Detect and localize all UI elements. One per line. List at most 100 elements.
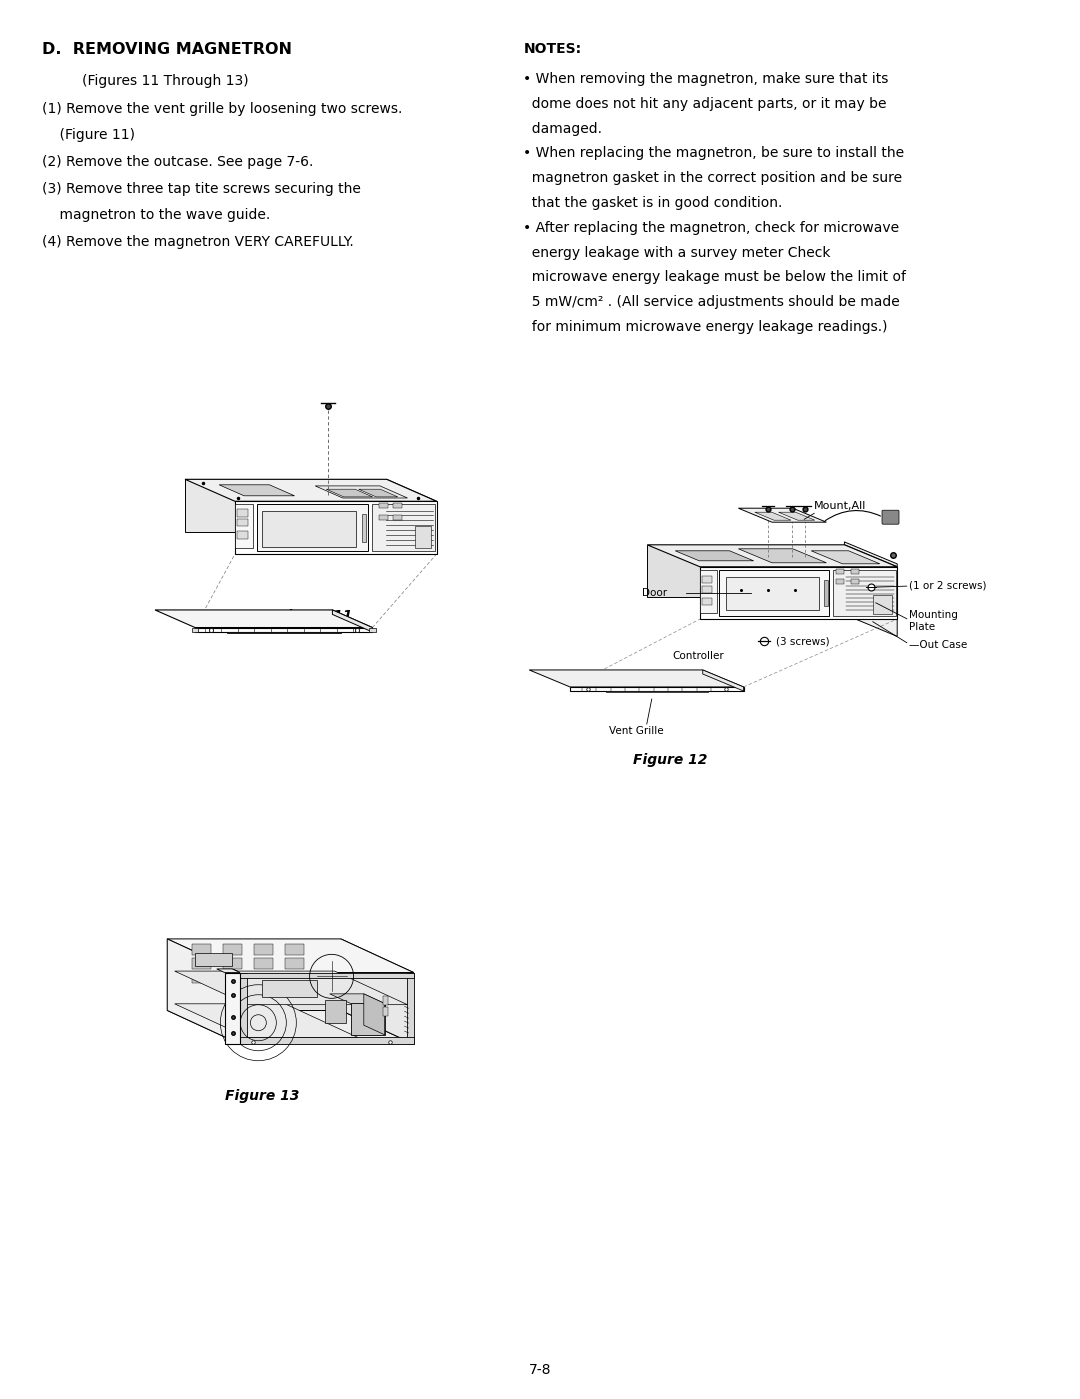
Text: NOTES:: NOTES: <box>524 42 581 56</box>
Text: • When replacing the magnetron, be sure to install the: • When replacing the magnetron, be sure … <box>524 147 905 161</box>
Polygon shape <box>333 610 373 632</box>
Polygon shape <box>192 958 211 970</box>
Polygon shape <box>675 551 754 561</box>
Polygon shape <box>382 996 388 1004</box>
Text: magnetron to the wave guide.: magnetron to the wave guide. <box>42 208 270 222</box>
Polygon shape <box>285 972 303 983</box>
Polygon shape <box>647 544 845 597</box>
Polygon shape <box>167 1010 414 1044</box>
Polygon shape <box>393 515 402 520</box>
Text: Vent Grille: Vent Grille <box>609 726 664 736</box>
Polygon shape <box>351 1003 384 1035</box>
Polygon shape <box>192 628 198 632</box>
Polygon shape <box>393 502 402 508</box>
Polygon shape <box>341 939 414 1044</box>
Text: • After replacing the magnetron, check for microwave: • After replacing the magnetron, check f… <box>524 221 900 235</box>
Polygon shape <box>262 511 356 547</box>
Text: Figure 12: Figure 12 <box>633 753 707 767</box>
Polygon shape <box>570 687 743 691</box>
Polygon shape <box>222 944 242 956</box>
Text: damaged.: damaged. <box>524 122 603 136</box>
Text: that the gasket is in good condition.: that the gasket is in good condition. <box>524 196 783 210</box>
Text: (Figure 11): (Figure 11) <box>42 129 135 143</box>
Text: (3 screws): (3 screws) <box>775 637 829 646</box>
Polygon shape <box>719 569 829 616</box>
Text: (4) Remove the magnetron VERY CAREFULLY.: (4) Remove the magnetron VERY CAREFULLY. <box>42 235 354 249</box>
Polygon shape <box>254 944 272 956</box>
Text: Mount,All: Mount,All <box>814 501 866 511</box>
Polygon shape <box>185 480 387 532</box>
Text: (3) Remove three tap tite screws securing the: (3) Remove three tap tite screws securin… <box>42 182 361 196</box>
Polygon shape <box>227 632 340 634</box>
Polygon shape <box>240 1038 414 1044</box>
Polygon shape <box>407 972 414 1044</box>
Polygon shape <box>703 670 743 691</box>
Polygon shape <box>185 480 436 501</box>
Polygon shape <box>235 505 253 548</box>
Polygon shape <box>379 502 388 508</box>
FancyBboxPatch shape <box>882 511 899 525</box>
Polygon shape <box>192 972 211 983</box>
Polygon shape <box>387 480 436 554</box>
Polygon shape <box>217 970 240 972</box>
Polygon shape <box>845 541 897 637</box>
Text: • When removing the magnetron, make sure that its: • When removing the magnetron, make sure… <box>524 71 889 85</box>
Polygon shape <box>285 958 303 970</box>
Polygon shape <box>240 972 414 978</box>
Polygon shape <box>379 515 388 520</box>
Polygon shape <box>700 567 897 618</box>
Text: energy leakage with a survey meter Check: energy leakage with a survey meter Check <box>524 246 831 260</box>
Text: for minimum microwave energy leakage readings.): for minimum microwave energy leakage rea… <box>524 320 888 334</box>
Polygon shape <box>167 939 414 972</box>
Text: Figure 13: Figure 13 <box>225 1088 299 1102</box>
Polygon shape <box>285 944 303 956</box>
Polygon shape <box>529 670 743 687</box>
Polygon shape <box>833 569 895 616</box>
Text: Door: Door <box>643 588 667 597</box>
Polygon shape <box>702 576 712 583</box>
Text: (1 or 2 screws): (1 or 2 screws) <box>908 581 986 590</box>
Polygon shape <box>372 505 435 551</box>
Polygon shape <box>702 597 712 604</box>
Polygon shape <box>702 586 712 593</box>
Polygon shape <box>219 485 295 495</box>
Polygon shape <box>363 513 366 541</box>
Text: (2) Remove the outcase. See page 7-6.: (2) Remove the outcase. See page 7-6. <box>42 155 313 169</box>
Polygon shape <box>824 579 828 606</box>
Polygon shape <box>415 526 431 548</box>
Polygon shape <box>647 544 897 567</box>
Polygon shape <box>238 509 248 516</box>
Polygon shape <box>755 512 791 520</box>
Polygon shape <box>195 953 232 967</box>
Text: magnetron gasket in the correct position and be sure: magnetron gasket in the correct position… <box>524 171 903 185</box>
Text: 5 mW/cm² . (All service adjustments should be made: 5 mW/cm² . (All service adjustments shou… <box>524 295 900 309</box>
Polygon shape <box>382 1007 388 1016</box>
Text: Figure 11: Figure 11 <box>279 609 353 623</box>
Text: (Figures 11 Through 13): (Figures 11 Through 13) <box>82 74 248 88</box>
Polygon shape <box>238 519 248 526</box>
Polygon shape <box>240 972 247 1044</box>
Text: 7-8: 7-8 <box>529 1363 551 1377</box>
Polygon shape <box>700 569 717 613</box>
Polygon shape <box>315 485 407 498</box>
Polygon shape <box>195 628 373 632</box>
Polygon shape <box>851 579 859 585</box>
Polygon shape <box>257 505 368 551</box>
Polygon shape <box>192 944 211 956</box>
Text: (1) Remove the vent grille by loosening two screws.: (1) Remove the vent grille by loosening … <box>42 102 403 116</box>
Text: —Out Case: —Out Case <box>908 639 967 649</box>
Polygon shape <box>225 972 240 1044</box>
Polygon shape <box>254 972 272 983</box>
Polygon shape <box>222 972 242 983</box>
Polygon shape <box>175 1004 357 1038</box>
Polygon shape <box>364 993 384 1035</box>
Polygon shape <box>739 548 826 562</box>
Text: D.  REMOVING MAGNETRON: D. REMOVING MAGNETRON <box>42 42 292 57</box>
Text: Controller: Controller <box>673 651 724 662</box>
Polygon shape <box>726 578 819 610</box>
Polygon shape <box>369 628 376 632</box>
Polygon shape <box>329 993 384 1003</box>
Text: dome does not hit any adjacent parts, or it may be: dome does not hit any adjacent parts, or… <box>524 97 887 111</box>
Polygon shape <box>811 551 880 564</box>
Polygon shape <box>324 1000 347 1023</box>
